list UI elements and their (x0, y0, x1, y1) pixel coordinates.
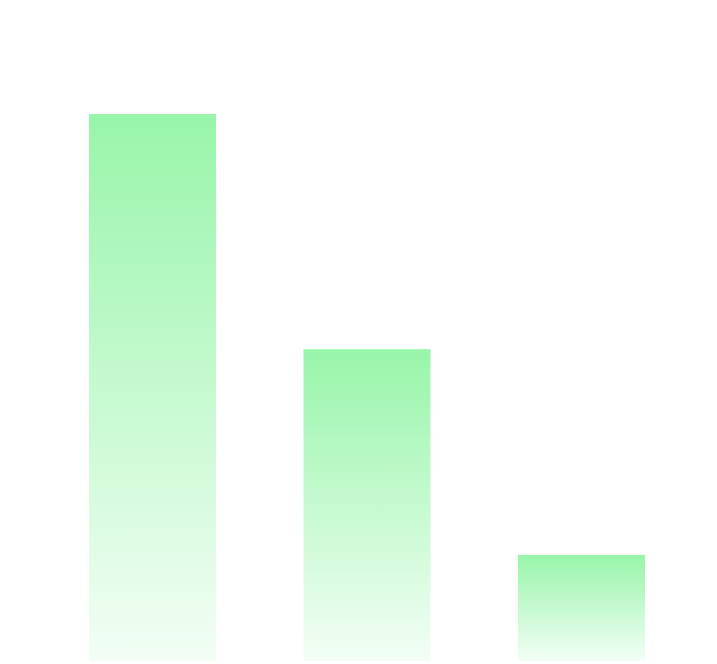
bar (89, 114, 216, 661)
bar (518, 554, 645, 661)
bar (303, 349, 431, 661)
